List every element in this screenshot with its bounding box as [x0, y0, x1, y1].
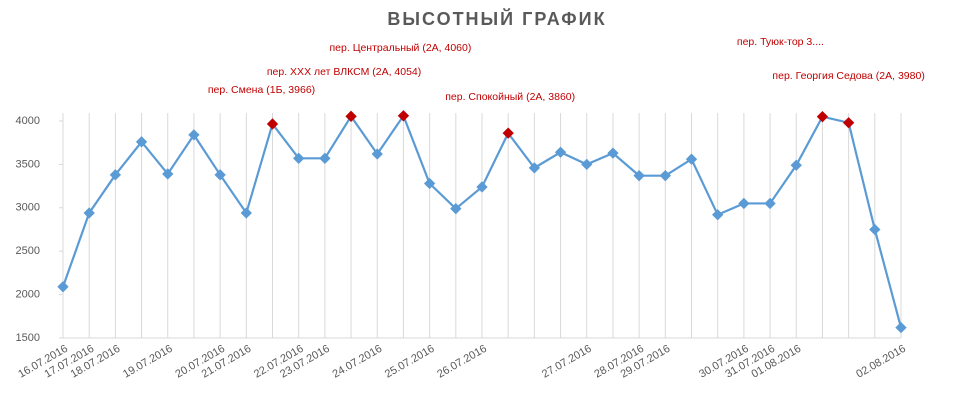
- marker: [607, 147, 619, 159]
- marker: [816, 111, 829, 123]
- y-tick-label: 4000: [16, 115, 40, 127]
- marker: [502, 127, 514, 139]
- marker: [581, 158, 593, 171]
- marker: [450, 203, 462, 215]
- y-tick-label: 3500: [16, 158, 40, 170]
- y-tick-label: 3000: [16, 202, 40, 214]
- marker: [842, 117, 855, 129]
- marker: [214, 169, 226, 181]
- marker: [293, 152, 305, 164]
- marker: [554, 146, 567, 158]
- marker: [188, 129, 200, 141]
- marker: [685, 153, 698, 165]
- marker: [371, 148, 383, 160]
- marker: [738, 197, 750, 210]
- marker: [633, 170, 645, 182]
- marker: [712, 209, 724, 221]
- marker: [476, 181, 488, 193]
- x-tick-label: 26.07.2016: [435, 343, 489, 381]
- chart-title: ВЫСОТНЫЙ ГРАФИК: [387, 8, 606, 29]
- marker: [319, 152, 331, 164]
- marker: [162, 168, 174, 180]
- y-tick-label: 2500: [16, 245, 40, 257]
- marker: [764, 197, 776, 210]
- marker: [659, 170, 671, 182]
- marker: [135, 136, 148, 148]
- y-tick-label: 1500: [16, 332, 40, 344]
- x-tick-label: 19.07.2016: [121, 343, 175, 381]
- x-tick-label: 02.08.2016: [854, 343, 908, 381]
- marker: [895, 321, 907, 334]
- annotation: пер. Туюк-тор 3....: [737, 36, 824, 48]
- marker: [869, 223, 881, 236]
- annotation: пер. Георгия Седова (2А, 3980): [772, 70, 924, 82]
- marker: [57, 281, 69, 293]
- marker: [528, 162, 541, 174]
- y-tick-label: 2000: [16, 289, 40, 301]
- marker: [423, 177, 436, 190]
- annotation: пер. Спокойный (2А, 3860): [445, 91, 575, 103]
- annotation: пер. Центральный (2А, 4060): [330, 42, 472, 54]
- marker: [790, 159, 802, 171]
- x-tick-label: 25.07.2016: [383, 343, 437, 381]
- marker: [240, 207, 252, 219]
- annotation: пер. ХХХ лет ВЛКСМ (2А, 4054): [267, 66, 421, 78]
- x-tick-label: 24.07.2016: [331, 343, 385, 381]
- annotation: пер. Смена (1Б, 3966): [208, 84, 315, 96]
- x-tick-label: 27.07.2016: [540, 343, 594, 381]
